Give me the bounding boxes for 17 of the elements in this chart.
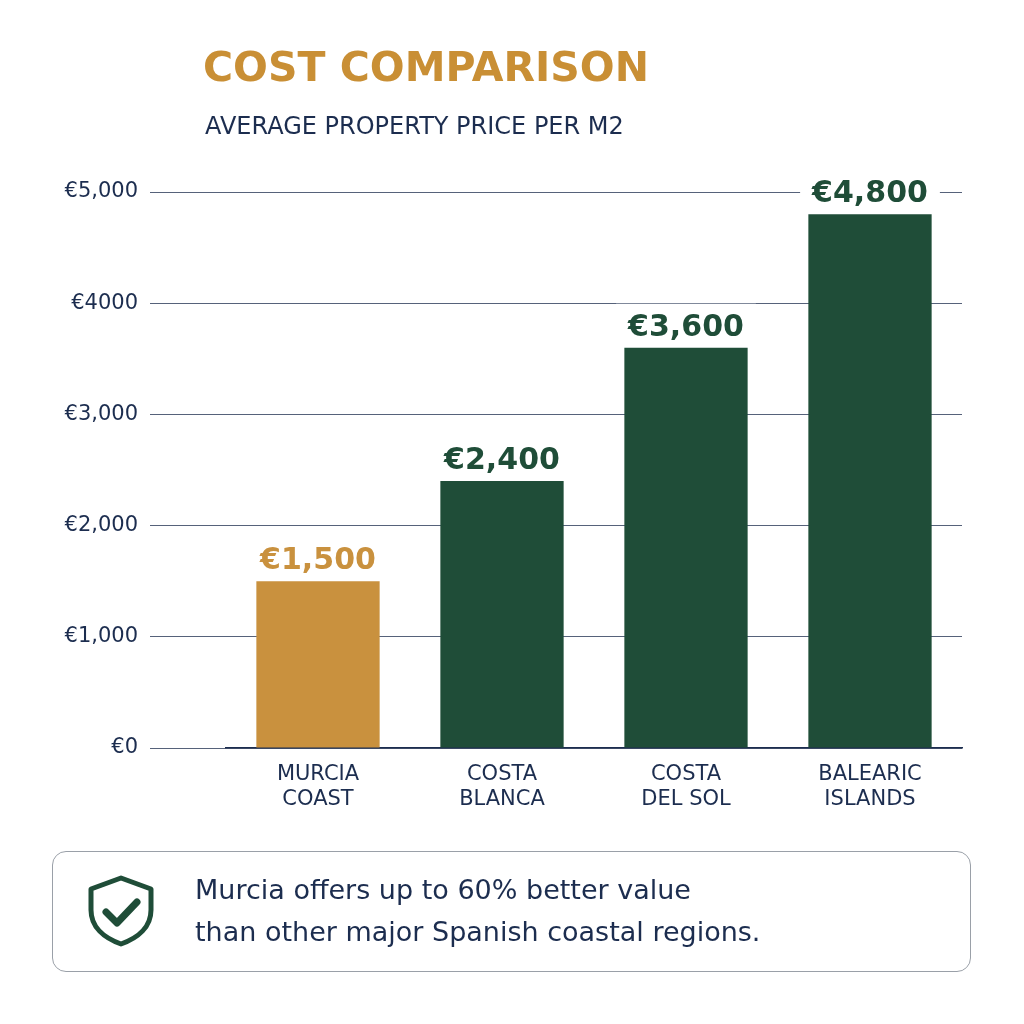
x-tick-label: BALEARIC ISLANDS [818, 761, 922, 811]
y-tick-label: €3,000 [64, 400, 138, 425]
y-tick-label: €1,000 [64, 623, 138, 648]
y-tick-label: €4000 [71, 289, 138, 314]
y-tick-label: €5,000 [64, 178, 138, 203]
x-tick-label: COSTA BLANCA [459, 761, 546, 811]
y-tick-label: €2,000 [64, 512, 138, 537]
x-tick-label: MURCIA COAST [276, 761, 360, 811]
chart-subtitle: AVERAGE PROPERTY PRICE PER M2 [205, 111, 624, 141]
chart-title: COST COMPARISON [203, 42, 649, 92]
text: Murcia offers up to 60% better value than other major Spanish coastal regions. [195, 873, 761, 949]
data-label: €3,600 [627, 307, 744, 343]
data-label: €1,500 [259, 541, 376, 577]
data-label: €4,800 [811, 174, 928, 210]
x-tick-label: COSTA DEL SOL [641, 761, 731, 811]
data-label: €2,400 [443, 441, 560, 477]
y-tick-label: €0 [111, 734, 138, 759]
